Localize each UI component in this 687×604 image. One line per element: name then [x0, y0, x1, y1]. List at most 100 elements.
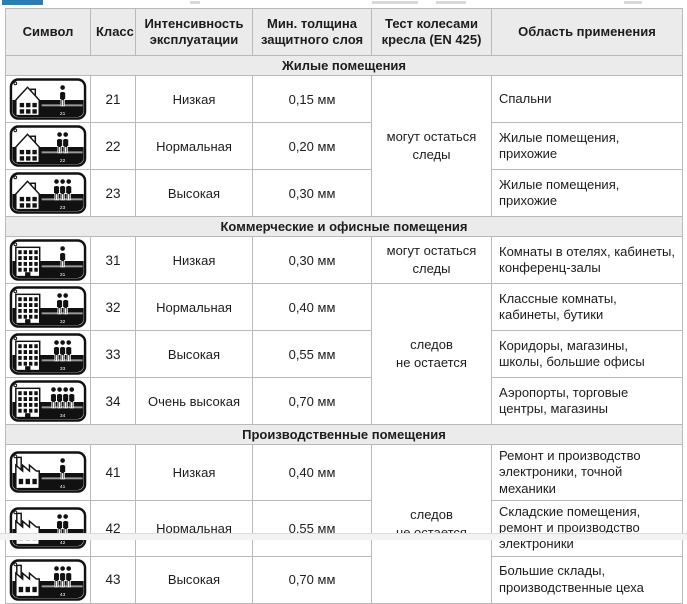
- floor-class-21-pictogram-icon: 21: [8, 77, 88, 121]
- cell-application: Жилые помещения, прихожие: [491, 169, 683, 217]
- class-23-symbol-cell: 23: [5, 169, 91, 217]
- class-21-symbol-cell: 21: [5, 75, 91, 123]
- class-42-symbol-cell: 42: [5, 499, 91, 557]
- table-row-class-42: 42 42 Нормальная 0,55 мм Складские помещ…: [5, 499, 683, 557]
- cropped-text-remnant: [624, 1, 642, 4]
- cell-class: 32: [90, 283, 136, 331]
- floor-class-32-pictogram-icon: 32: [8, 285, 88, 329]
- svg-text:43: 43: [60, 592, 66, 598]
- col-header-application: Область применения: [491, 8, 683, 56]
- cell-intensity: Высокая: [135, 555, 253, 604]
- cell-wheel-test: могут остаться следы: [371, 236, 492, 284]
- cell-wheel-test-merged: следов не остается: [371, 444, 492, 604]
- floor-class-table: Символ Класс Интенсивность эксплуатации …: [5, 8, 683, 604]
- cell-application: Классные комнаты, кабинеты, бутики: [491, 283, 683, 331]
- svg-text:32: 32: [60, 319, 66, 325]
- cell-application: Складские помещения, ремонт и производст…: [491, 499, 683, 557]
- table-row-class-22: 22 22 Нормальная 0,20 мм Жилые помещения…: [5, 122, 683, 170]
- cell-application: Комнаты в отелях, кабинеты, конференц-за…: [491, 236, 683, 284]
- cell-class: 34: [90, 377, 136, 425]
- cell-thickness: 0,70 мм: [252, 555, 372, 604]
- cell-intensity: Нормальная: [135, 283, 253, 331]
- class-33-symbol-cell: 33: [5, 330, 91, 378]
- table-row-class-34: 34 34 Очень высокая 0,70 мм Аэропорты, т…: [5, 377, 683, 425]
- col-header-symbol: Символ: [5, 8, 91, 56]
- table-row-class-31: 31 31 Низкая 0,30 мм могут остаться след…: [5, 236, 683, 284]
- cropped-text-remnant: [190, 1, 200, 4]
- cell-class: 22: [90, 122, 136, 170]
- cell-wheel-test-merged: следов не остается: [371, 283, 492, 425]
- floor-class-33-pictogram-icon: 33: [8, 332, 88, 376]
- class-41-symbol-cell: 41: [5, 444, 91, 501]
- class-31-symbol-cell: 31: [5, 236, 91, 284]
- cropped-text-remnant: [436, 1, 466, 4]
- table-row-class-23: 23 23 Высокая 0,30 мм Жилые помещения, п…: [5, 169, 683, 217]
- cell-thickness: 0,40 мм: [252, 444, 372, 501]
- cell-thickness: 0,55 мм: [252, 330, 372, 378]
- svg-text:42: 42: [60, 540, 66, 546]
- cell-application: Коридоры, магазины, школы, большие офисы: [491, 330, 683, 378]
- cell-class: 33: [90, 330, 136, 378]
- cell-application: Ремонт и производство электроники, точно…: [491, 444, 683, 501]
- cell-class: 43: [90, 555, 136, 604]
- cell-intensity: Нормальная: [135, 499, 253, 557]
- table-row-class-33: 33 33 Высокая 0,55 мм Коридоры, магазины…: [5, 330, 683, 378]
- cell-wheel-test-merged: могут остаться следы: [371, 75, 492, 217]
- cell-application: Аэропорты, торговые центры, магазины: [491, 377, 683, 425]
- cell-intensity: Очень высокая: [135, 377, 253, 425]
- cell-class: 21: [90, 75, 136, 123]
- page-bottom-strip: [0, 533, 687, 540]
- cell-class: 42: [90, 499, 136, 557]
- class-34-symbol-cell: 34: [5, 377, 91, 425]
- svg-text:21: 21: [60, 111, 66, 117]
- section-title: Жилые помещения: [5, 55, 683, 76]
- cell-thickness: 0,70 мм: [252, 377, 372, 425]
- section-title: Коммерческие и офисные помещения: [5, 216, 683, 237]
- cell-class: 41: [90, 444, 136, 501]
- cell-intensity: Низкая: [135, 236, 253, 284]
- floor-class-31-pictogram-icon: 31: [8, 238, 88, 282]
- section-header-commercial: Коммерческие и офисные помещения: [5, 216, 683, 237]
- cell-thickness: 0,30 мм: [252, 236, 372, 284]
- cell-intensity: Низкая: [135, 75, 253, 123]
- class-32-symbol-cell: 32: [5, 283, 91, 331]
- svg-text:34: 34: [60, 413, 66, 419]
- section-header-industrial: Производственные помещения: [5, 424, 683, 445]
- floor-class-23-pictogram-icon: 23: [8, 171, 88, 215]
- cell-thickness: 0,15 мм: [252, 75, 372, 123]
- cell-thickness: 0,20 мм: [252, 122, 372, 170]
- table-row-class-21: 21 21 Низкая 0,15 мм могут остаться след…: [5, 75, 683, 217]
- col-header-thickness: Мин. толщина защитного слоя: [252, 8, 372, 56]
- svg-text:23: 23: [60, 205, 66, 211]
- cell-application: Спальни: [491, 75, 683, 123]
- col-header-wheel-test: Тест колесами кресла (EN 425): [371, 8, 492, 56]
- col-header-class: Класс: [90, 8, 136, 56]
- cell-intensity: Высокая: [135, 169, 253, 217]
- section-header-residential: Жилые помещения: [5, 55, 683, 76]
- section-title: Производственные помещения: [5, 424, 683, 445]
- cell-intensity: Нормальная: [135, 122, 253, 170]
- svg-text:41: 41: [60, 484, 66, 490]
- floor-class-42-pictogram-icon: 42: [8, 506, 88, 550]
- cropped-text-remnant: [372, 1, 418, 4]
- table-header-row: Символ Класс Интенсивность эксплуатации …: [5, 8, 683, 56]
- cell-thickness: 0,55 мм: [252, 499, 372, 557]
- cell-thickness: 0,30 мм: [252, 169, 372, 217]
- cropped-blue-element-fragment: [2, 0, 43, 5]
- table-row-class-32: 32 32 Нормальная 0,40 мм следов не остае…: [5, 283, 683, 425]
- svg-text:22: 22: [60, 158, 66, 164]
- cell-class: 23: [90, 169, 136, 217]
- floor-class-22-pictogram-icon: 22: [8, 124, 88, 168]
- cell-intensity: Низкая: [135, 444, 253, 501]
- col-header-intensity: Интенсивность эксплуатации: [135, 8, 253, 56]
- cell-application: Большие склады, производственные цеха: [491, 555, 683, 604]
- class-22-symbol-cell: 22: [5, 122, 91, 170]
- cell-class: 31: [90, 236, 136, 284]
- floor-class-41-pictogram-icon: 41: [8, 450, 88, 494]
- cell-thickness: 0,40 мм: [252, 283, 372, 331]
- class-43-symbol-cell: 43: [5, 555, 91, 604]
- floor-class-43-pictogram-icon: 43: [8, 558, 88, 602]
- svg-text:33: 33: [60, 366, 66, 372]
- table-row-class-43: 43 43 Высокая 0,70 мм Большие склады, пр…: [5, 555, 683, 604]
